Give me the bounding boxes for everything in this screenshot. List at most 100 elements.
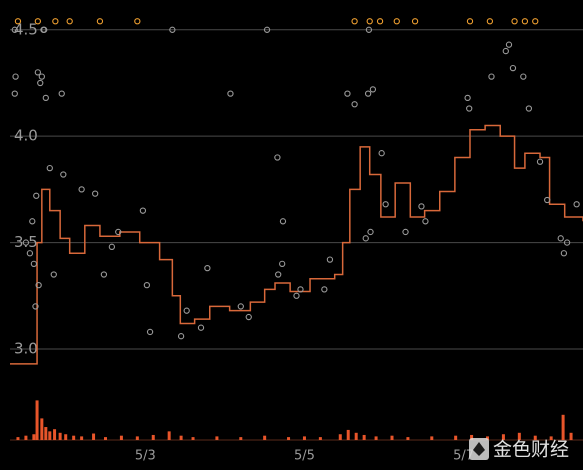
trade-point	[509, 64, 517, 72]
volume-bar	[167, 431, 171, 440]
volume-bar	[72, 435, 76, 440]
volume-bar	[58, 432, 62, 440]
y-tick-label: 3.0	[14, 339, 38, 357]
trade-point	[367, 228, 374, 236]
volume-bar	[549, 436, 553, 440]
trade-point	[139, 207, 147, 214]
trade-point	[466, 18, 474, 25]
trade-point	[33, 192, 40, 199]
volume-bar	[470, 434, 474, 440]
trade-point	[11, 26, 18, 33]
trade-point	[204, 264, 211, 272]
trade-point	[366, 18, 373, 25]
volume-bar	[48, 431, 52, 440]
trade-point	[532, 18, 539, 25]
trade-point	[486, 18, 494, 25]
trade-point	[40, 26, 47, 33]
trade-point	[521, 18, 529, 25]
volume-bar	[44, 427, 48, 440]
volume-bar	[24, 435, 28, 440]
trade-point	[544, 196, 551, 204]
volume-bar	[533, 435, 537, 440]
trade-point	[227, 90, 234, 97]
trade-point	[279, 218, 287, 225]
trade-point	[92, 190, 99, 197]
trade-point	[402, 228, 409, 236]
trade-point	[351, 18, 358, 25]
trade-point	[38, 73, 45, 80]
volume-bar	[486, 436, 489, 440]
volume-bar	[119, 435, 123, 440]
trade-point	[525, 105, 533, 112]
volume-bar	[151, 434, 155, 440]
trade-point	[134, 18, 141, 25]
trade-point	[393, 18, 400, 25]
trade-point	[11, 90, 18, 97]
trade-point	[50, 271, 57, 278]
trade-point	[177, 333, 185, 340]
trade-point	[362, 235, 369, 242]
trade-point	[42, 94, 49, 102]
trade-point	[60, 171, 67, 178]
trade-point	[275, 271, 282, 278]
watermark-logo	[469, 438, 489, 460]
x-tick-label: 5/5	[294, 449, 315, 464]
trade-point	[376, 18, 384, 25]
volume-bar	[80, 436, 84, 440]
volume-bar	[40, 418, 44, 440]
y-tick-label: 4.5	[14, 20, 38, 38]
trade-point	[183, 307, 190, 314]
volume-bar	[406, 437, 410, 440]
y-tick-label: 4.0	[14, 127, 38, 145]
volume-bar	[354, 432, 358, 440]
volume-bar	[263, 435, 267, 440]
volume-bar	[374, 436, 378, 440]
trade-point	[563, 239, 571, 246]
trade-point	[169, 26, 176, 33]
trade-point	[22, 239, 30, 246]
trade-point	[263, 26, 271, 33]
trade-point	[115, 228, 122, 236]
volume-bar	[35, 400, 39, 440]
trade-point	[14, 18, 22, 25]
volume-bar	[64, 434, 68, 440]
volume-bar	[430, 436, 434, 440]
trade-point	[378, 150, 385, 157]
trade-point	[66, 18, 73, 25]
trade-point	[30, 260, 38, 268]
trade-point	[143, 281, 151, 289]
volume-bar	[318, 437, 322, 440]
trade-point	[96, 18, 104, 25]
trade-point	[245, 313, 252, 321]
y-tick-label: 3.5	[14, 233, 38, 251]
price-line	[10, 124, 583, 365]
volume-bar	[561, 414, 565, 440]
trade-point	[422, 218, 429, 225]
trade-point	[344, 90, 351, 97]
volume-bar	[362, 434, 366, 440]
trade-point	[557, 235, 564, 242]
volume-bar	[92, 433, 96, 440]
trade-point	[12, 73, 19, 80]
trade-point	[46, 164, 53, 172]
volume-bar	[302, 436, 306, 440]
trade-point	[197, 324, 205, 331]
trade-point	[536, 158, 544, 165]
x-tick-label: 5/3	[135, 449, 156, 464]
volume-bar	[53, 429, 57, 440]
trade-point	[293, 292, 300, 299]
volume-bar	[569, 432, 573, 440]
volume-bar	[390, 435, 394, 440]
trade-point	[52, 18, 59, 25]
volume-bar	[32, 434, 36, 440]
trade-point	[464, 94, 471, 102]
volume-bar	[287, 437, 291, 440]
volume-bar	[454, 435, 458, 440]
volume-bar	[179, 435, 183, 440]
trade-point	[34, 69, 42, 76]
trade-point	[502, 47, 509, 55]
volume-bar	[191, 437, 195, 440]
trade-point	[382, 201, 389, 208]
trade-point	[237, 303, 244, 310]
